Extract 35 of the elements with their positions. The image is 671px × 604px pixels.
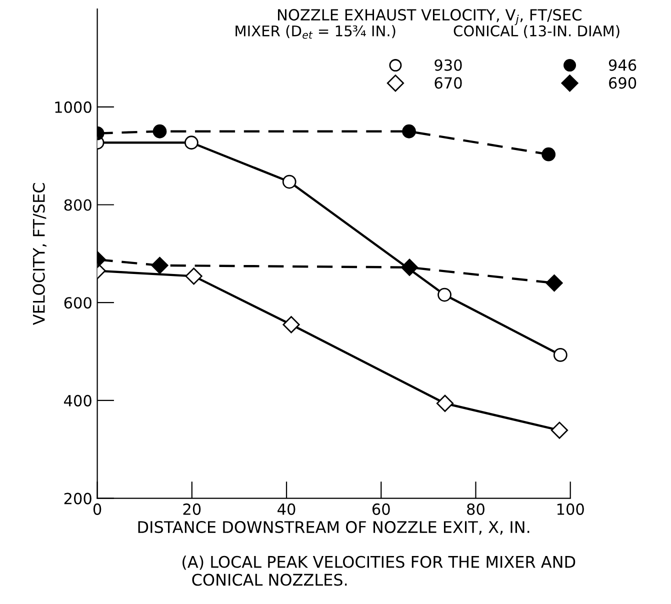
text: (A) LOCAL PEAK VELOCITIES FOR THE MIXER AND CONICAL NOZZLES. [182,556,576,586]
point [542,147,556,162]
annotation: CONICAL (13-IN. DIAM) [454,25,620,38]
y-tick-label: 600 [64,297,92,309]
point [282,316,300,334]
point [550,422,568,439]
point [438,288,452,302]
legend-label: 690 [609,77,636,89]
point [282,174,296,189]
legend-label: 670 [434,77,462,89]
x-tick-label: 100 [557,503,584,515]
x-tick-label: 0 [93,503,102,515]
x-tick-label: 40 [278,503,296,515]
y-tick-label: 200 [64,492,92,504]
x-tick-label: 80 [467,503,484,515]
point [185,268,202,285]
point [553,348,568,362]
y-tick-label: 800 [64,199,92,211]
annotation: MIXER (D$_{et}$ = 15¾ IN.) [236,25,396,39]
x-tick-label: 60 [372,503,390,515]
point [152,124,167,138]
point [546,274,563,292]
point [184,136,198,150]
y-tick-label: 1000 [55,101,92,113]
y-axis-title: VELOCITY, FT/SEC [32,183,47,325]
x-axis-title: DISTANCE DOWNSTREAM OF NOZZLE EXIT, X, IN. [138,521,530,535]
legend-title: NOZZLE EXHAUST VELOCITY, V$_{j}$, FT/SEC [278,9,582,26]
point [400,258,418,276]
legend-label: 930 [434,59,462,71]
point [436,394,454,412]
x-tick-label: 20 [183,503,201,515]
y-tick-label: 400 [64,394,92,406]
point [151,256,168,274]
legend-label: 946 [608,59,636,71]
point [402,124,416,138]
